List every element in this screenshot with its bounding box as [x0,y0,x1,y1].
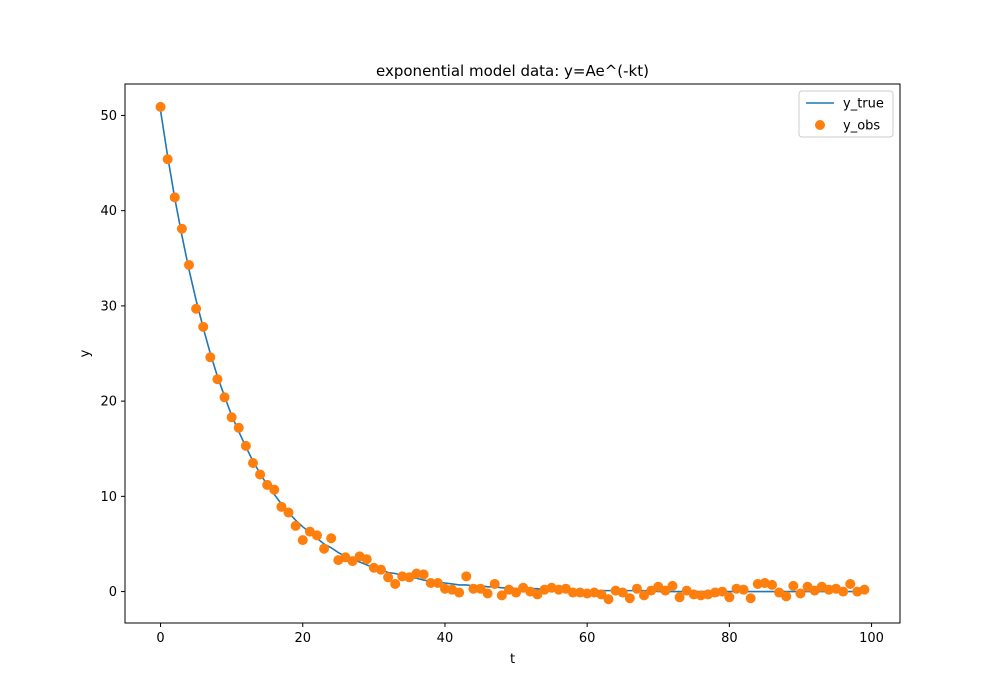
data-point [496,590,507,601]
data-point [624,593,635,604]
data-point [738,584,749,595]
data-point [233,422,244,433]
data-point [283,507,294,518]
data-point [247,458,258,469]
data-point [639,590,650,601]
x-tick-label: 20 [294,631,311,646]
data-point [162,154,173,165]
data-point [276,501,287,512]
data-point [290,520,301,531]
data-point [767,579,778,590]
data-point [169,192,180,203]
axes-frame [124,83,901,624]
data-point [191,303,202,314]
data-point [262,479,273,490]
data-point [183,259,194,270]
data-point [838,586,849,597]
legend-dot-sample [815,120,825,130]
x-axis-label: t [510,652,515,667]
data-point [724,592,735,603]
data-point [845,578,856,589]
y-tick-label: 20 [100,395,117,410]
x-tick-label: 40 [437,631,454,646]
data-point [674,592,685,603]
data-point [511,587,522,598]
data-point [418,569,429,580]
legend: y_true y_obs [798,90,894,138]
data-point [454,587,465,598]
marks-layer [155,101,870,605]
series-line-y-true [159,110,865,593]
y-tick-label: 0 [109,585,117,600]
data-point [212,374,223,385]
data-point [596,589,607,600]
data-point [717,586,728,597]
y-tick-label: 30 [100,299,117,314]
data-point [361,554,372,565]
data-point [176,223,187,234]
data-point [219,392,230,403]
data-point [482,588,493,599]
y-tick-label: 10 [100,490,117,505]
data-point [432,578,443,588]
data-point [205,352,216,363]
y-tick-label: 50 [100,109,117,124]
data-point [745,593,756,604]
data-point [326,533,337,544]
data-point [383,572,394,583]
data-point [198,321,209,332]
x-tick-label: 100 [859,631,884,646]
data-point [788,580,799,591]
data-point [468,583,479,594]
data-point [390,578,401,589]
data-point [532,589,543,600]
data-point [155,101,166,112]
data-point [297,535,308,546]
data-point [255,469,266,480]
x-tick-label: 80 [721,631,738,646]
data-point [660,585,671,596]
data-point [617,587,628,598]
data-point [795,588,806,599]
x-tick-label: 0 [156,631,164,646]
data-point [603,594,614,605]
ticks-layer: 0 20 40 60 80 100 0 10 20 30 40 50 [100,109,884,646]
data-point [319,543,330,554]
x-tick-label: 60 [579,631,596,646]
y-tick-label: 40 [100,204,117,219]
data-point [667,580,678,591]
data-point [859,584,870,595]
data-point [461,571,472,582]
data-point [226,412,237,423]
data-point [781,591,792,602]
legend-label-y-true: y_true [843,97,884,112]
data-point [240,440,251,451]
data-point [567,587,578,598]
chart-title: exponential model data: y=Ae^(-kt) [376,62,649,80]
data-point [269,484,280,495]
data-point [425,578,436,588]
data-point [375,564,386,575]
y-axis-label: y [78,349,93,357]
legend-label-y-obs: y_obs [843,119,880,134]
data-point [631,583,642,594]
data-point [475,583,486,594]
data-point [347,556,358,567]
data-point [489,578,500,589]
data-point [311,530,322,541]
